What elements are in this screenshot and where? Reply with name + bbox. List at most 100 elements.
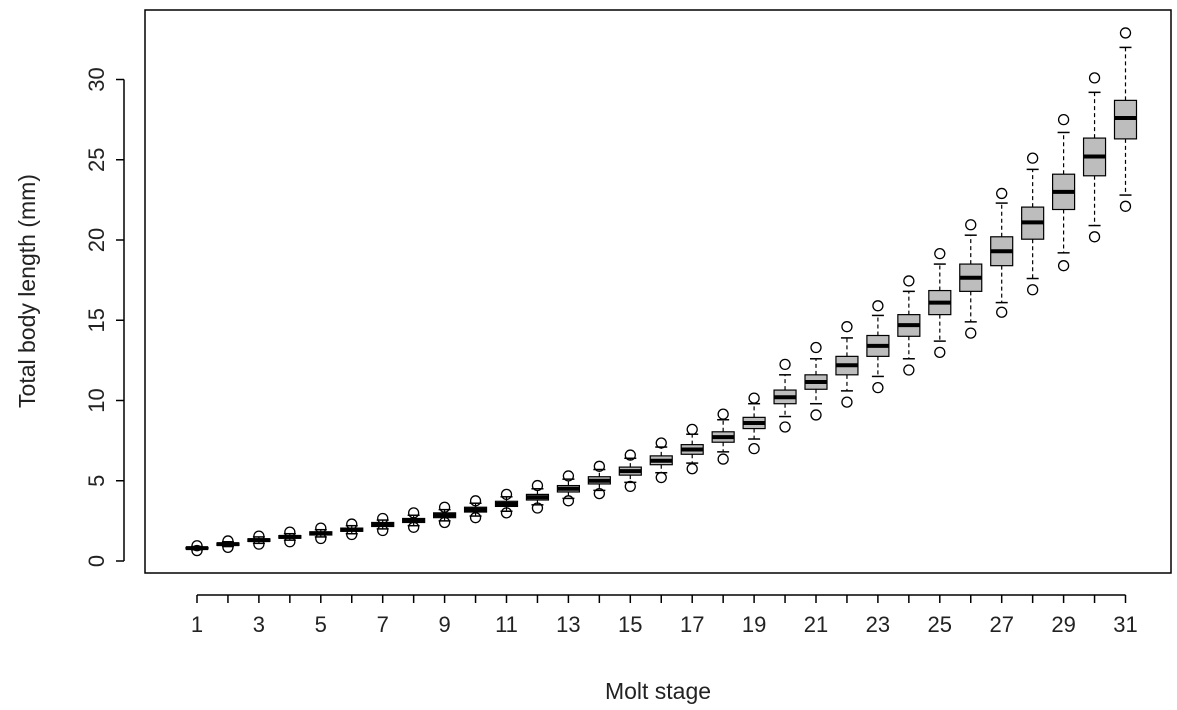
- box-stage-19: [742, 392, 766, 455]
- outlier-point: [686, 423, 698, 436]
- box-stage-7: [371, 512, 395, 537]
- box-stage-12: [525, 479, 550, 514]
- outlier-point: [872, 382, 884, 394]
- box-stage-25: [928, 247, 952, 359]
- boxes-group: [185, 27, 1138, 557]
- outlier-point: [624, 480, 636, 493]
- outlier-point: [686, 463, 698, 475]
- outlier-point: [562, 470, 575, 482]
- outlier-point: [748, 392, 760, 404]
- outlier-point: [903, 275, 915, 287]
- outlier-point: [1088, 72, 1101, 84]
- box-stage-1: [185, 540, 209, 557]
- box-stage-10: [463, 495, 488, 524]
- y-tick-label: 30: [84, 67, 109, 91]
- outlier-point: [500, 488, 513, 501]
- outlier-point: [810, 409, 822, 421]
- box-stage-3: [247, 530, 271, 550]
- box-stage-29: [1051, 113, 1076, 272]
- outlier-point: [500, 507, 513, 519]
- outlier-point: [593, 460, 605, 472]
- outlier-point: [996, 306, 1008, 318]
- box-stage-17: [680, 423, 704, 475]
- outlier-point: [438, 501, 451, 513]
- outlier-point: [624, 449, 636, 461]
- box-stage-27: [990, 187, 1014, 318]
- y-tick-label: 0: [84, 555, 109, 567]
- outlier-point: [222, 541, 234, 554]
- box-stage-31: [1113, 27, 1138, 212]
- outlier-point: [717, 408, 729, 420]
- outlier-point: [407, 521, 420, 533]
- outlier-point: [469, 512, 482, 524]
- outlier-point: [377, 512, 389, 525]
- outlier-point: [996, 187, 1008, 200]
- outlier-point: [1088, 231, 1101, 243]
- box-stage-24: [897, 275, 921, 376]
- box-stage-2: [216, 535, 240, 554]
- outlier-point: [655, 437, 667, 449]
- outlier-point: [810, 341, 822, 354]
- box-stage-14: [587, 460, 611, 500]
- box-stage-22: [835, 321, 859, 408]
- y-tick-label: 10: [84, 388, 109, 412]
- x-tick-label: 7: [377, 612, 389, 637]
- x-tick-label: 3: [253, 612, 265, 637]
- outlier-point: [438, 516, 451, 529]
- x-tick-label: 15: [618, 612, 642, 637]
- box-stage-6: [340, 518, 364, 541]
- outlier-point: [531, 502, 544, 514]
- y-axis: 0 5 10 15 20 25 30: [84, 67, 125, 567]
- y-axis-title: Total body length (mm): [14, 174, 40, 408]
- outlier-point: [965, 219, 977, 231]
- box-stage-20: [773, 358, 797, 433]
- x-tick-label: 9: [438, 612, 450, 637]
- box-stage-11: [494, 488, 519, 519]
- x-tick-label: 17: [680, 612, 704, 637]
- x-tick-label: 1: [191, 612, 203, 637]
- x-tick-label: 29: [1051, 612, 1075, 637]
- outlier-point: [934, 247, 946, 260]
- outlier-point: [748, 442, 760, 455]
- box-stage-8: [402, 507, 426, 533]
- outlier-point: [1027, 284, 1039, 296]
- outlier-point: [469, 495, 482, 507]
- outlier-point: [1027, 152, 1039, 164]
- x-axis: 1 3 5 7 9 11 13 15 17 19 21 23 25 27 29 31: [191, 594, 1138, 637]
- outlier-point: [965, 327, 977, 339]
- box-stage-9: [433, 501, 457, 529]
- outlier-point: [253, 538, 265, 550]
- box-stage-28: [1021, 152, 1045, 296]
- box-stage-26: [959, 219, 983, 339]
- outlier-point: [717, 453, 729, 465]
- outlier-point: [1119, 27, 1132, 39]
- box-stage-16: [649, 437, 673, 484]
- x-tick-label: 21: [804, 612, 828, 637]
- x-axis-title: Molt stage: [605, 678, 711, 704]
- y-tick-label: 15: [84, 308, 109, 332]
- outlier-point: [531, 479, 544, 492]
- outlier-point: [655, 471, 667, 484]
- box-stage-21: [804, 341, 828, 421]
- outlier-point: [779, 358, 791, 371]
- outlier-point: [841, 396, 853, 408]
- outlier-point: [1057, 113, 1070, 126]
- outlier-point: [222, 535, 234, 547]
- y-tick-label: 20: [84, 228, 109, 252]
- outlier-point: [315, 522, 327, 534]
- box-stage-23: [866, 300, 890, 394]
- x-tick-label: 27: [989, 612, 1013, 637]
- x-tick-label: 13: [556, 612, 580, 637]
- box-stage-5: [309, 522, 333, 545]
- y-tick-label: 5: [84, 475, 109, 487]
- y-tick-label: 25: [84, 148, 109, 172]
- x-tick-label: 5: [315, 612, 327, 637]
- x-tick-label: 23: [866, 612, 890, 637]
- outlier-point: [253, 530, 265, 542]
- x-tick-label: 25: [928, 612, 952, 637]
- outlier-point: [1119, 200, 1132, 212]
- outlier-point: [1057, 260, 1070, 272]
- outlier-point: [903, 364, 915, 376]
- box-stage-4: [278, 526, 302, 548]
